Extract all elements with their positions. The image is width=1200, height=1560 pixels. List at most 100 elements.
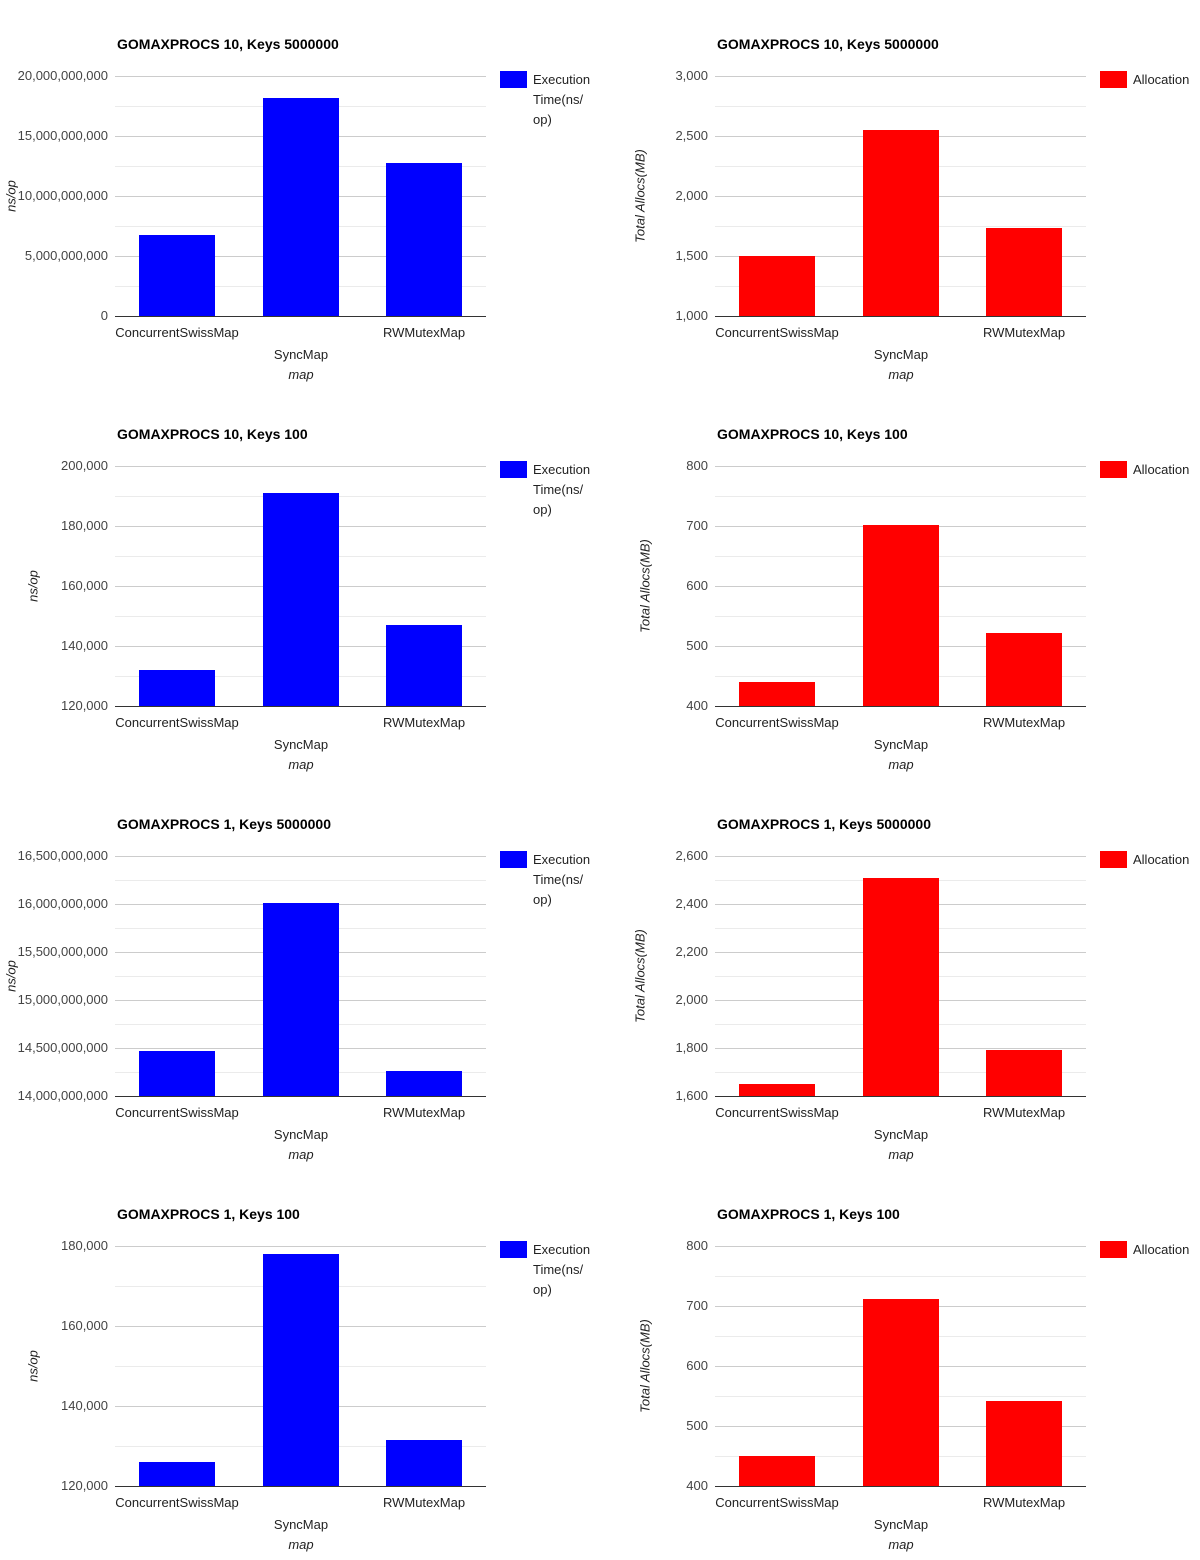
chart-row4-allocation: GOMAXPROCS 1, Keys 100 400 500 600 700 800 Con…	[600, 1170, 1200, 1560]
y-axis-tick-text: 2,400	[675, 896, 708, 911]
y-axis-tick-text: 120,000	[61, 1478, 108, 1493]
bar-rwmutexmap[interactable]	[386, 625, 462, 706]
y-axis-tick-label: 16,500,000,000	[0, 848, 108, 863]
bar-concurrentswissmap[interactable]	[139, 1051, 215, 1096]
y-axis-tick-text: 700	[686, 1298, 708, 1313]
legend-label: Execution	[533, 462, 591, 477]
y-axis-tick-label: 14,500,000,000	[0, 1040, 108, 1055]
y-axis-tick-label: 160,000	[0, 578, 108, 593]
bar-syncmap[interactable]	[863, 130, 939, 316]
bar-syncmap[interactable]	[263, 903, 339, 1096]
legend-label: Execution	[533, 1242, 591, 1257]
gridline-major	[115, 1246, 486, 1247]
bar-syncmap[interactable]	[263, 1254, 339, 1486]
legend-label: Time(ns/	[533, 482, 584, 497]
y-axis-tick-label: 1,500	[600, 248, 708, 263]
bar-concurrentswissmap[interactable]	[139, 235, 215, 316]
y-axis-tick-label: 5,000,000,000	[0, 248, 108, 263]
legend-label: op)	[533, 502, 552, 517]
y-axis-tick-label: 2,600	[600, 848, 708, 863]
bar-syncmap[interactable]	[863, 525, 939, 706]
y-axis-tick-text: 0	[100, 308, 108, 323]
x-axis-title: map	[888, 1147, 914, 1162]
x-axis-line	[115, 706, 486, 707]
x-axis-line	[715, 1096, 1086, 1097]
y-axis-tick-label: 160,000	[0, 1318, 108, 1333]
y-axis-tick-text: 400	[686, 698, 708, 713]
x-category-label: SyncMap	[873, 1517, 929, 1532]
y-axis-tick-text: 1,000	[675, 308, 708, 323]
x-axis-line	[115, 1486, 486, 1487]
y-axis-title: Total Allocs(MB)	[637, 1319, 653, 1413]
bar-syncmap[interactable]	[863, 1299, 939, 1486]
y-axis-tick-label: 20,000,000,000	[0, 68, 108, 83]
bar-rwmutexmap[interactable]	[986, 1050, 1062, 1096]
bar-concurrentswissmap[interactable]	[739, 256, 815, 316]
bar-rwmutexmap[interactable]	[386, 1071, 462, 1096]
y-axis-tick-label: 180,000	[0, 518, 108, 533]
y-axis-tick-label: 200,000	[0, 458, 108, 473]
y-axis-title: ns/op	[3, 960, 19, 992]
y-axis-tick-text: 5,000,000,000	[24, 248, 108, 263]
y-axis-tick-label: 600	[600, 578, 708, 593]
y-axis-tick-label: 1,800	[600, 1040, 708, 1055]
bar-rwmutexmap[interactable]	[986, 1401, 1062, 1486]
y-axis-tick-label: 120,000	[0, 1478, 108, 1493]
chart-row2-allocation: GOMAXPROCS 10, Keys 100 400 500 600 700 800 Co…	[600, 390, 1200, 780]
x-category-label: ConcurrentSwissMap	[715, 325, 839, 340]
y-axis-tick-text: 2,500	[675, 128, 708, 143]
y-axis-tick-text: 16,500,000,000	[17, 848, 108, 863]
x-category-label: SyncMap	[273, 347, 329, 362]
bar-concurrentswissmap[interactable]	[739, 682, 815, 706]
y-axis-tick-text: 140,000	[61, 1398, 108, 1413]
bar-rwmutexmap[interactable]	[986, 633, 1062, 706]
x-category-label: ConcurrentSwissMap	[715, 1495, 839, 1510]
y-axis-tick-label: 600	[600, 1358, 708, 1373]
bar-rwmutexmap[interactable]	[986, 228, 1062, 316]
y-axis-tick-label: 3,000	[600, 68, 708, 83]
y-axis-tick-label: 800	[600, 1238, 708, 1253]
legend-label: Execution	[533, 72, 591, 87]
y-axis-tick-label: 1,000	[600, 308, 708, 323]
bar-rwmutexmap[interactable]	[386, 1440, 462, 1486]
x-category-label: ConcurrentSwissMap	[115, 1495, 239, 1510]
x-axis-line	[115, 316, 486, 317]
y-axis-tick-label: 2,500	[600, 128, 708, 143]
x-category-label: RWMutexMap	[982, 1105, 1066, 1120]
x-category-label: RWMutexMap	[982, 325, 1066, 340]
x-axis-title: map	[288, 1537, 314, 1552]
y-axis-tick-text: 160,000	[61, 578, 108, 593]
x-category-label: RWMutexMap	[382, 1105, 466, 1120]
legend-label: Time(ns/	[533, 92, 584, 107]
chart-row3-allocation: GOMAXPROCS 1, Keys 5000000 1,600 1,800 2,00…	[600, 780, 1200, 1170]
bar-concurrentswissmap[interactable]	[139, 1462, 215, 1486]
x-category-label: RWMutexMap	[982, 715, 1066, 730]
x-category-label: RWMutexMap	[382, 1495, 466, 1510]
y-axis-tick-label: 800	[600, 458, 708, 473]
y-axis-tick-text: 600	[686, 578, 708, 593]
y-axis-tick-text: 1,500	[675, 248, 708, 263]
y-axis-tick-text: 200,000	[61, 458, 108, 473]
bar-rwmutexmap[interactable]	[386, 163, 462, 316]
y-axis-tick-text: 1,800	[675, 1040, 708, 1055]
y-axis-tick-text: 15,000,000,000	[17, 992, 108, 1007]
x-category-label: ConcurrentSwissMap	[115, 325, 239, 340]
bar-concurrentswissmap[interactable]	[139, 670, 215, 706]
bar-syncmap[interactable]	[263, 98, 339, 316]
y-axis-tick-text: 15,000,000,000	[17, 128, 108, 143]
bar-syncmap[interactable]	[863, 878, 939, 1096]
bar-concurrentswissmap[interactable]	[739, 1084, 815, 1096]
x-axis-title: map	[888, 757, 914, 772]
x-category-label: SyncMap	[873, 347, 929, 362]
chart-row4-execution-time: GOMAXPROCS 1, Keys 100 120,000 140,000 160,…	[0, 1170, 600, 1560]
bar-concurrentswissmap[interactable]	[739, 1456, 815, 1486]
y-axis-title: Total Allocs(MB)	[637, 539, 653, 633]
chart-title: GOMAXPROCS 1, Keys 5000000	[117, 816, 331, 832]
y-axis-tick-text: 1,600	[675, 1088, 708, 1103]
legend-label: Allocation	[1133, 462, 1190, 477]
y-axis-tick-label: 500	[600, 1418, 708, 1433]
x-category-label: SyncMap	[273, 1517, 329, 1532]
bar-syncmap[interactable]	[263, 493, 339, 706]
y-axis-tick-label: 15,000,000,000	[0, 128, 108, 143]
legend-label: Execution	[533, 852, 591, 867]
